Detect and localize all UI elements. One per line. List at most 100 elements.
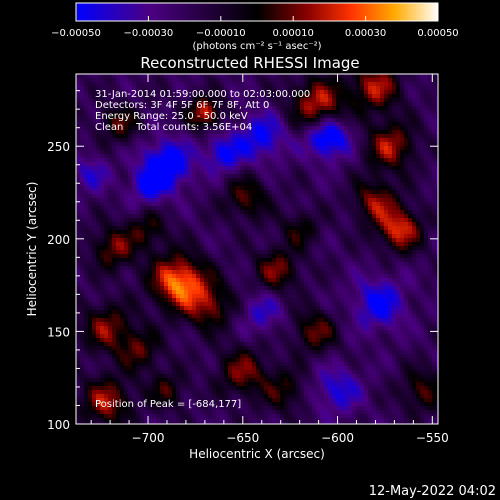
- heatmap-cell: [252, 90, 256, 94]
- heatmap-cell: [220, 234, 224, 238]
- heatmap-cell: [304, 78, 308, 82]
- heatmap-cell: [196, 282, 200, 286]
- heatmap-cell: [84, 258, 88, 262]
- heatmap-cell: [300, 222, 304, 226]
- heatmap-cell: [312, 138, 316, 142]
- heatmap-cell: [384, 254, 388, 258]
- heatmap-cell: [284, 114, 288, 118]
- heatmap-cell: [276, 214, 280, 218]
- heatmap-cell: [176, 74, 180, 78]
- heatmap-cell: [360, 134, 364, 138]
- heatmap-cell: [268, 90, 272, 94]
- heatmap-cell: [316, 166, 320, 170]
- heatmap-cell: [384, 74, 388, 78]
- heatmap-cell: [304, 222, 308, 226]
- heatmap-cell: [112, 282, 116, 286]
- heatmap-cell: [412, 154, 416, 158]
- heatmap-cell: [84, 238, 88, 242]
- heatmap-cell: [356, 250, 360, 254]
- heatmap-cell: [248, 82, 252, 86]
- heatmap-cell: [360, 126, 364, 130]
- heatmap-cell: [272, 190, 276, 194]
- heatmap-cell: [276, 122, 280, 126]
- heatmap-cell: [244, 166, 248, 170]
- heatmap-cell: [204, 258, 208, 262]
- heatmap-cell: [352, 282, 356, 286]
- heatmap-cell: [404, 82, 408, 86]
- heatmap-cell: [148, 142, 152, 146]
- heatmap-cell: [200, 182, 204, 186]
- heatmap-cell: [304, 110, 308, 114]
- heatmap-cell: [160, 106, 164, 110]
- heatmap-cell: [288, 250, 292, 254]
- heatmap-cell: [312, 210, 316, 214]
- heatmap-cell: [84, 214, 88, 218]
- heatmap-cell: [248, 98, 252, 102]
- heatmap-cell: [272, 186, 276, 190]
- heatmap-cell: [168, 98, 172, 102]
- heatmap-cell: [168, 186, 172, 190]
- heatmap-cell: [120, 118, 124, 122]
- heatmap-cell: [196, 74, 200, 78]
- heatmap-cell: [260, 262, 264, 266]
- heatmap-cell: [388, 86, 392, 90]
- heatmap-cell: [300, 166, 304, 170]
- heatmap-cell: [232, 122, 236, 126]
- heatmap-cell: [264, 254, 268, 258]
- heatmap-cell: [404, 258, 408, 262]
- heatmap-cell: [300, 178, 304, 182]
- heatmap-cell: [256, 198, 260, 202]
- heatmap-cell: [260, 126, 264, 130]
- heatmap-cell: [332, 102, 336, 106]
- heatmap-cell: [336, 198, 340, 202]
- heatmap-cell: [272, 250, 276, 254]
- heatmap-cell: [160, 74, 164, 78]
- heatmap-cell: [320, 286, 324, 290]
- heatmap-cell: [108, 126, 112, 130]
- heatmap-cell: [92, 194, 96, 198]
- heatmap-cell: [424, 166, 428, 170]
- heatmap-cell: [188, 114, 192, 118]
- heatmap-cell: [372, 254, 376, 258]
- heatmap-cell: [316, 218, 320, 222]
- heatmap-cell: [356, 218, 360, 222]
- heatmap-cell: [184, 182, 188, 186]
- heatmap-cell: [320, 102, 324, 106]
- heatmap-cell: [216, 190, 220, 194]
- heatmap-cell: [284, 78, 288, 82]
- heatmap-cell: [252, 226, 256, 230]
- heatmap-cell: [132, 258, 136, 262]
- heatmap-cell: [400, 194, 404, 198]
- heatmap-cell: [100, 126, 104, 130]
- heatmap-cell: [344, 74, 348, 78]
- heatmap-cell: [176, 210, 180, 214]
- heatmap-cell: [228, 170, 232, 174]
- heatmap-cell: [360, 258, 364, 262]
- heatmap-cell: [324, 182, 328, 186]
- heatmap-cell: [228, 226, 232, 230]
- heatmap-cell: [312, 282, 316, 286]
- heatmap-cell: [248, 110, 252, 114]
- heatmap-cell: [232, 102, 236, 106]
- heatmap-cell: [392, 202, 396, 206]
- heatmap-cell: [112, 134, 116, 138]
- heatmap-cell: [184, 210, 188, 214]
- heatmap-cell: [284, 142, 288, 146]
- heatmap-cell: [296, 198, 300, 202]
- heatmap-cell: [152, 150, 156, 154]
- heatmap-cell: [388, 266, 392, 270]
- heatmap-cell: [304, 210, 308, 214]
- heatmap-cell: [160, 254, 164, 258]
- heatmap-cell: [252, 282, 256, 286]
- heatmap-cell: [412, 98, 416, 102]
- heatmap-cell: [388, 194, 392, 198]
- heatmap-cell: [132, 170, 136, 174]
- heatmap-cell: [372, 114, 376, 118]
- heatmap-cell: [276, 262, 280, 266]
- heatmap-cell: [236, 270, 240, 274]
- heatmap-cell: [428, 78, 432, 82]
- heatmap-cell: [128, 290, 132, 294]
- heatmap-cell: [372, 138, 376, 142]
- heatmap-cell: [324, 170, 328, 174]
- heatmap-cell: [76, 86, 80, 90]
